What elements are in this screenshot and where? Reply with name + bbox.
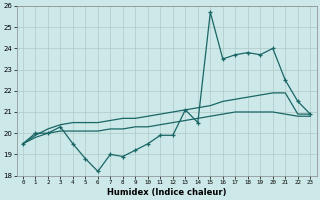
X-axis label: Humidex (Indice chaleur): Humidex (Indice chaleur) xyxy=(107,188,226,197)
